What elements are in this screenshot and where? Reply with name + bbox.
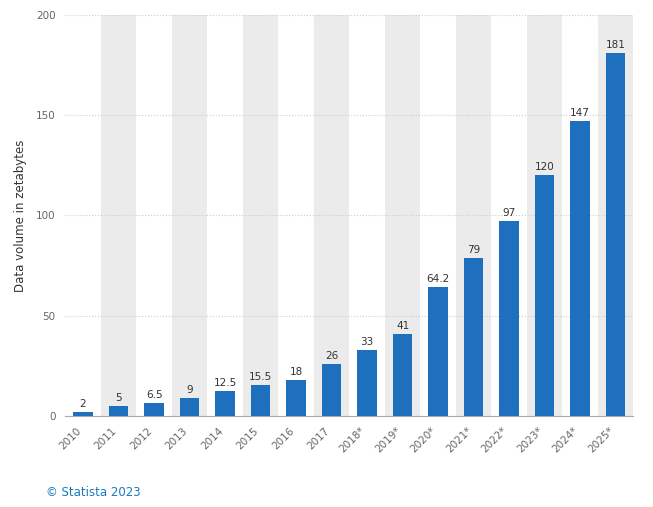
Bar [500, 222, 519, 416]
Bar [535, 175, 554, 416]
Text: 64.2: 64.2 [426, 274, 450, 284]
Bar [357, 350, 377, 416]
Text: 5: 5 [115, 393, 122, 403]
Bar [385, 15, 421, 416]
Text: 9: 9 [186, 385, 193, 395]
Bar [208, 15, 243, 416]
Bar [73, 412, 93, 416]
Bar [492, 15, 527, 416]
Y-axis label: Data volume in zetabytes: Data volume in zetabytes [14, 139, 27, 292]
Bar [101, 15, 136, 416]
Bar [598, 15, 633, 416]
Bar [421, 15, 456, 416]
Bar [109, 406, 129, 416]
Text: © Statista 2023: © Statista 2023 [46, 486, 140, 499]
Bar [456, 15, 492, 416]
Bar [322, 364, 342, 416]
Text: 97: 97 [503, 208, 516, 219]
Bar [215, 391, 235, 416]
Text: 33: 33 [360, 337, 374, 347]
Bar [527, 15, 562, 416]
Text: 26: 26 [325, 351, 338, 360]
Bar [172, 15, 208, 416]
Bar [606, 53, 626, 416]
Bar [278, 15, 314, 416]
Text: 120: 120 [535, 162, 554, 172]
Text: 79: 79 [467, 244, 480, 255]
Text: 18: 18 [289, 367, 303, 377]
Bar [562, 15, 598, 416]
Text: 41: 41 [396, 320, 409, 331]
Text: 2: 2 [80, 399, 86, 409]
Text: 15.5: 15.5 [249, 372, 272, 382]
Bar [251, 385, 270, 416]
Bar [570, 121, 590, 416]
Bar [286, 380, 306, 416]
Bar [428, 287, 448, 416]
Bar [180, 397, 199, 416]
Bar [314, 15, 349, 416]
Bar [464, 258, 483, 416]
Bar [65, 15, 101, 416]
Bar [393, 334, 413, 416]
Bar [136, 15, 172, 416]
Text: 147: 147 [570, 108, 590, 118]
Text: 6.5: 6.5 [146, 390, 163, 400]
Bar [144, 403, 164, 416]
Text: 12.5: 12.5 [214, 378, 236, 388]
Bar [243, 15, 278, 416]
Text: 181: 181 [606, 40, 626, 50]
Bar [349, 15, 385, 416]
